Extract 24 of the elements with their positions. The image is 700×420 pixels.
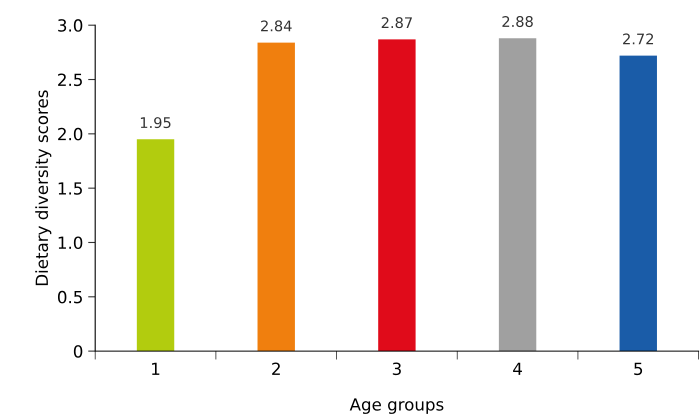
y-tick-label: 0 xyxy=(74,345,82,358)
bar xyxy=(498,38,536,352)
y-tick-label: 0.5 xyxy=(58,290,82,304)
y-tick-label: 3.0 xyxy=(58,19,82,32)
y-tick-label: 2.0 xyxy=(58,128,82,140)
x-tick-label: 2 xyxy=(272,362,280,375)
bar xyxy=(378,39,416,352)
x-tick-label: 5 xyxy=(634,362,642,376)
data-label: 2.88 xyxy=(502,16,533,28)
bar xyxy=(136,139,174,352)
x-tick-label: 1 xyxy=(152,362,160,375)
y-tick-label: 1.5 xyxy=(58,182,82,195)
x-tick-label: 3 xyxy=(392,362,401,376)
x-axis-title: Age groups xyxy=(350,398,444,414)
x-tick-label: 4 xyxy=(513,362,522,375)
data-label: 2.72 xyxy=(623,33,654,44)
y-tick-label: 2.5 xyxy=(58,73,82,86)
data-label: 2.87 xyxy=(382,17,412,28)
y-tick-label: 1.0 xyxy=(58,236,82,250)
y-axis-title: Dietary diversity scores xyxy=(35,90,52,286)
data-label: 2.84 xyxy=(261,20,292,32)
bar xyxy=(620,56,657,352)
data-label: 1.95 xyxy=(140,117,170,128)
bar xyxy=(258,42,295,352)
